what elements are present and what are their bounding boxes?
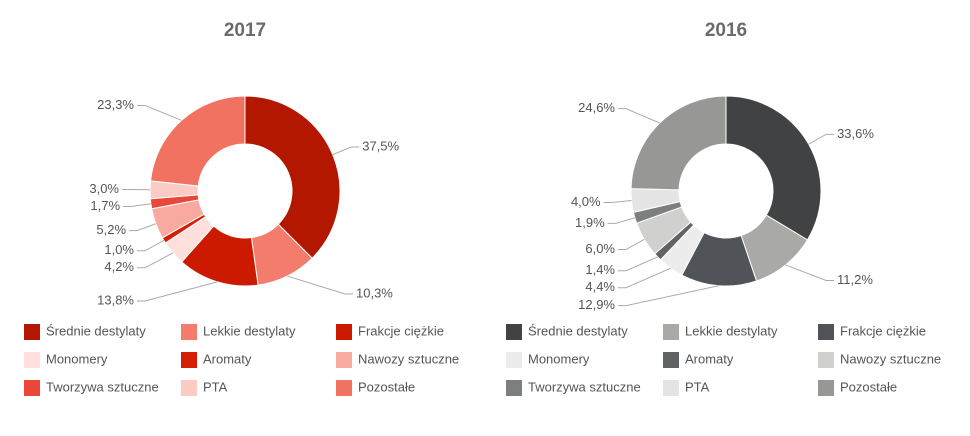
leader-line [809, 134, 834, 144]
leader-line [604, 201, 632, 203]
data-label: 4,0% [571, 194, 601, 209]
leader-line [137, 253, 173, 268]
leader-line [137, 282, 217, 301]
data-label: 10,3% [356, 285, 393, 300]
legend-label: Lekkie destylaty [203, 323, 296, 338]
legend-label: Aromaty [685, 351, 734, 366]
leader-line [618, 109, 660, 123]
legend-label: Tworzywa sztuczne [46, 379, 159, 394]
data-label: 1,7% [90, 198, 120, 213]
chart-title: 2016 [705, 20, 747, 41]
data-label: 1,9% [575, 215, 605, 230]
leader-line [287, 276, 353, 294]
data-label: 4,2% [104, 259, 134, 274]
legend-swatch [181, 380, 197, 396]
data-label: 13,8% [97, 292, 134, 307]
data-label: 24,6% [578, 100, 615, 115]
donut-slice [631, 96, 726, 190]
leader-line [123, 204, 151, 207]
legend-label: Pozostałe [840, 379, 897, 394]
legend-swatch [818, 352, 834, 368]
legend-label: Lekkie destylaty [685, 323, 778, 338]
leader-line [137, 240, 164, 250]
legend-swatch [336, 352, 352, 368]
leader-line [618, 257, 658, 271]
donut-slice [726, 96, 821, 240]
legend-swatch [818, 380, 834, 396]
legend-swatch [181, 352, 197, 368]
legend-swatch [506, 352, 522, 368]
legend-swatch [506, 380, 522, 396]
leader-line [129, 224, 156, 231]
legend-label: Monomery [528, 351, 590, 366]
legend-label: Tworzywa sztuczne [528, 379, 641, 394]
data-label: 3,0% [89, 181, 119, 196]
legend-swatch [24, 324, 40, 340]
donut-slice [151, 96, 245, 186]
legend-label: Nawozy sztuczne [840, 351, 941, 366]
legend-label: Frakcje ciężkie [840, 323, 926, 338]
legend-swatch [24, 352, 40, 368]
data-label: 33,6% [837, 126, 874, 141]
legend-swatch [663, 352, 679, 368]
legend-swatch [336, 324, 352, 340]
leader-line [786, 265, 834, 281]
data-label: 1,4% [585, 262, 615, 277]
data-label: 23,3% [97, 97, 134, 112]
legend-swatch [663, 324, 679, 340]
chart-title: 2017 [224, 20, 266, 41]
data-label: 37,5% [362, 138, 399, 153]
leader-line [608, 218, 635, 224]
legend-label: Średnie destylaty [46, 323, 146, 338]
legend-swatch [336, 380, 352, 396]
legend-label: PTA [685, 379, 710, 394]
legend-label: Aromaty [203, 351, 252, 366]
data-label: 12,9% [578, 297, 615, 312]
data-label: 11,2% [837, 272, 873, 287]
leader-line [618, 239, 644, 249]
legend-swatch [663, 380, 679, 396]
data-label: 1,0% [104, 242, 134, 257]
legend-label: PTA [203, 379, 228, 394]
legend-label: Średnie destylaty [528, 323, 628, 338]
legend-swatch [24, 380, 40, 396]
legend-label: Frakcje ciężkie [358, 323, 444, 338]
data-label: 4,4% [585, 279, 615, 294]
legend-swatch [506, 324, 522, 340]
data-label: 6,0% [585, 241, 615, 256]
legend-label: Monomery [46, 351, 108, 366]
data-label: 5,2% [96, 222, 126, 237]
legend-swatch [818, 324, 834, 340]
leader-line [618, 286, 719, 306]
donut-slice [245, 96, 340, 258]
leader-line [333, 147, 359, 155]
legend-label: Pozostałe [358, 379, 415, 394]
legend-swatch [181, 324, 197, 340]
legend-label: Nawozy sztuczne [358, 351, 459, 366]
leader-line [137, 105, 182, 120]
